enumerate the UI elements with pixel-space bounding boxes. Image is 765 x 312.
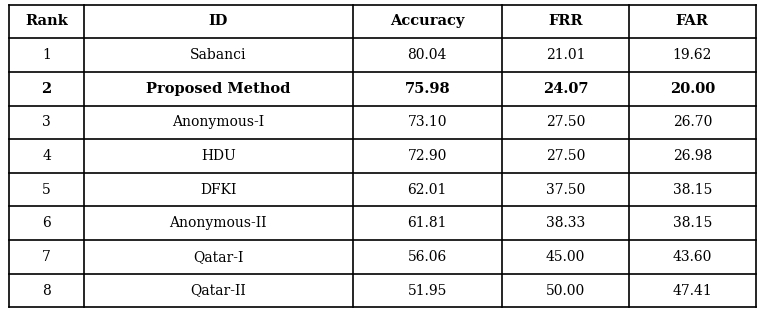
Text: 24.07: 24.07 [542, 82, 588, 96]
Text: ID: ID [209, 14, 228, 28]
Text: 21.01: 21.01 [545, 48, 585, 62]
Text: 4: 4 [42, 149, 51, 163]
Text: FRR: FRR [548, 14, 583, 28]
Text: 38.15: 38.15 [672, 183, 712, 197]
Text: 2: 2 [41, 82, 51, 96]
Text: 72.90: 72.90 [408, 149, 447, 163]
Text: 45.00: 45.00 [545, 250, 585, 264]
Text: 73.10: 73.10 [408, 115, 447, 129]
Text: HDU: HDU [201, 149, 236, 163]
Text: Qatar-II: Qatar-II [190, 284, 246, 298]
Text: Qatar-I: Qatar-I [193, 250, 243, 264]
Text: 27.50: 27.50 [545, 115, 585, 129]
Text: Anonymous-II: Anonymous-II [170, 216, 267, 230]
Text: 26.98: 26.98 [672, 149, 712, 163]
Text: Accuracy: Accuracy [390, 14, 464, 28]
Text: 38.15: 38.15 [672, 216, 712, 230]
Text: Rank: Rank [25, 14, 68, 28]
Text: 7: 7 [42, 250, 51, 264]
Text: 75.98: 75.98 [405, 82, 450, 96]
Text: 43.60: 43.60 [672, 250, 712, 264]
Text: 5: 5 [42, 183, 51, 197]
Text: 62.01: 62.01 [408, 183, 447, 197]
Text: 38.33: 38.33 [545, 216, 585, 230]
Text: 37.50: 37.50 [545, 183, 585, 197]
Text: FAR: FAR [675, 14, 709, 28]
Text: Anonymous-I: Anonymous-I [172, 115, 264, 129]
Text: 47.41: 47.41 [672, 284, 712, 298]
Text: 20.00: 20.00 [669, 82, 715, 96]
Text: 26.70: 26.70 [672, 115, 712, 129]
Text: 1: 1 [42, 48, 51, 62]
Text: DFKI: DFKI [200, 183, 236, 197]
Text: 61.81: 61.81 [408, 216, 447, 230]
Text: 19.62: 19.62 [672, 48, 712, 62]
Text: 8: 8 [42, 284, 51, 298]
Text: 51.95: 51.95 [408, 284, 447, 298]
Text: 56.06: 56.06 [408, 250, 447, 264]
Text: Sabanci: Sabanci [190, 48, 246, 62]
Text: Proposed Method: Proposed Method [146, 82, 291, 96]
Text: 6: 6 [42, 216, 51, 230]
Text: 27.50: 27.50 [545, 149, 585, 163]
Text: 50.00: 50.00 [545, 284, 585, 298]
Text: 3: 3 [42, 115, 51, 129]
Text: 80.04: 80.04 [408, 48, 447, 62]
